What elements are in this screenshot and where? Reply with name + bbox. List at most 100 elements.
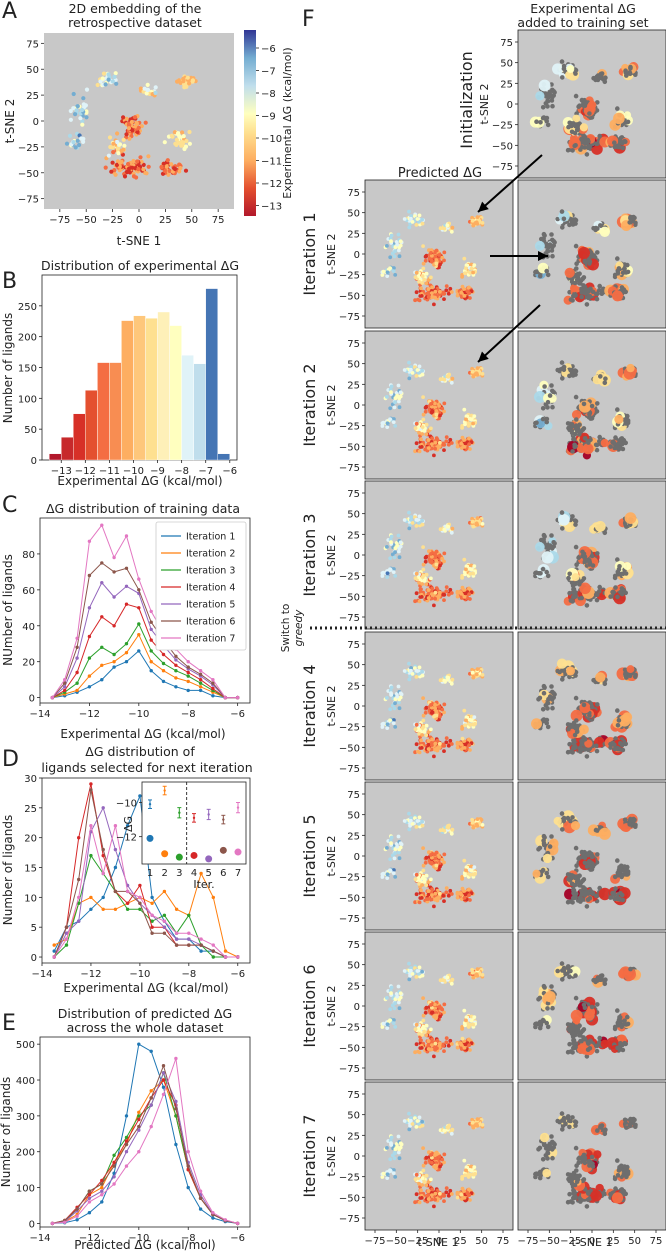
predicted-point xyxy=(433,295,437,300)
training-point xyxy=(623,111,632,119)
predicted-panel xyxy=(364,781,514,931)
series-point xyxy=(187,931,191,935)
series-point xyxy=(199,937,203,941)
unselected-point xyxy=(587,412,592,417)
predicted-point xyxy=(440,556,445,561)
panel-letter-f: F xyxy=(302,7,315,32)
predicted-point xyxy=(471,872,475,877)
unselected-point xyxy=(541,690,547,696)
predicted-point xyxy=(442,250,447,255)
predicted-point xyxy=(460,585,465,590)
unselected-point xyxy=(593,592,599,598)
unselected-point xyxy=(574,261,579,267)
predicted-point xyxy=(437,554,441,558)
predicted-point xyxy=(449,380,454,385)
unselected-point xyxy=(566,575,571,581)
predicted-point xyxy=(455,895,460,900)
f-ytick-label: −50 xyxy=(492,141,513,152)
predicted-point xyxy=(470,369,475,374)
predicted-point xyxy=(407,661,411,666)
predicted-point xyxy=(419,896,424,900)
predicted-point xyxy=(462,595,467,599)
predicted-point xyxy=(414,722,419,727)
panel-letter-a: A xyxy=(2,0,17,24)
predicted-point xyxy=(417,665,422,670)
embedding-point xyxy=(129,119,134,125)
unselected-point xyxy=(573,695,579,701)
f-ytick-label: 25 xyxy=(347,681,360,692)
predicted-point xyxy=(402,669,407,673)
unselected-point xyxy=(547,694,553,699)
inset-iteration-1: 1 xyxy=(146,799,154,879)
series-point xyxy=(101,871,105,876)
predicted-point xyxy=(444,284,449,288)
series-point xyxy=(52,955,56,959)
predicted-point xyxy=(429,426,433,431)
series-point xyxy=(187,943,191,947)
unselected-point xyxy=(559,360,565,365)
predicted-point xyxy=(433,596,437,601)
unselected-point xyxy=(550,705,555,711)
inset-xtick-label: 1 xyxy=(147,868,153,879)
unselected-point xyxy=(573,725,578,731)
legend-label: Iteration 6 xyxy=(186,617,235,628)
series-point xyxy=(77,836,81,840)
predicted-point xyxy=(413,727,418,731)
series-point xyxy=(112,555,116,560)
predicted-point xyxy=(430,710,434,715)
predicted-point xyxy=(437,253,441,257)
predicted-point xyxy=(423,258,428,263)
unselected-point xyxy=(589,403,595,409)
histogram-bar xyxy=(73,413,86,461)
unselected-point xyxy=(545,700,551,706)
unselected-point xyxy=(582,285,588,290)
predicted-point xyxy=(393,574,398,578)
unselected-point xyxy=(595,401,600,406)
predicted-point xyxy=(471,524,476,529)
panel-a-x-axis: −75 −50 −25 0 25 50 75 xyxy=(49,209,225,226)
predicted-point xyxy=(409,668,413,673)
colorbar-tick-label: −7 xyxy=(261,67,276,78)
series-point xyxy=(62,688,67,693)
predicted-point xyxy=(420,669,424,674)
training-point xyxy=(623,562,632,571)
embedding-point xyxy=(181,79,186,84)
predicted-point xyxy=(385,726,390,730)
series-line xyxy=(53,789,238,958)
predicted-point xyxy=(455,745,460,750)
series-line xyxy=(52,603,238,699)
panel-b-bars xyxy=(49,288,230,461)
predicted-point xyxy=(395,393,399,398)
unselected-point xyxy=(534,420,539,426)
embedding-point xyxy=(73,112,78,117)
series-point xyxy=(223,695,227,700)
training-point xyxy=(552,63,564,75)
unselected-point xyxy=(538,571,543,576)
ytick-label: 25 xyxy=(24,804,37,815)
predicted-point xyxy=(422,428,427,433)
embedding-point xyxy=(111,141,116,146)
predicted-point xyxy=(420,281,424,285)
ytick-label: 60 xyxy=(22,586,35,597)
series-point xyxy=(87,1189,92,1193)
ytick-label: 15 xyxy=(24,864,37,875)
embedding-point xyxy=(145,87,150,92)
unselected-point xyxy=(534,269,539,275)
panel-a-scatter xyxy=(64,71,198,180)
series-point xyxy=(199,871,203,876)
unselected-point xyxy=(615,594,620,600)
predicted-point xyxy=(471,270,475,275)
series-point xyxy=(137,1042,141,1046)
unselected-point xyxy=(542,685,547,690)
embedding-point xyxy=(175,131,181,136)
embedding-point xyxy=(95,82,100,88)
predicted-point xyxy=(385,846,389,850)
predicted-point xyxy=(407,360,411,365)
series-point xyxy=(174,685,178,689)
predicted-point xyxy=(398,390,403,395)
predicted-point xyxy=(442,828,447,833)
series-point xyxy=(112,1164,116,1168)
ytick-label: 20 xyxy=(24,834,37,845)
unselected-point xyxy=(625,413,630,419)
